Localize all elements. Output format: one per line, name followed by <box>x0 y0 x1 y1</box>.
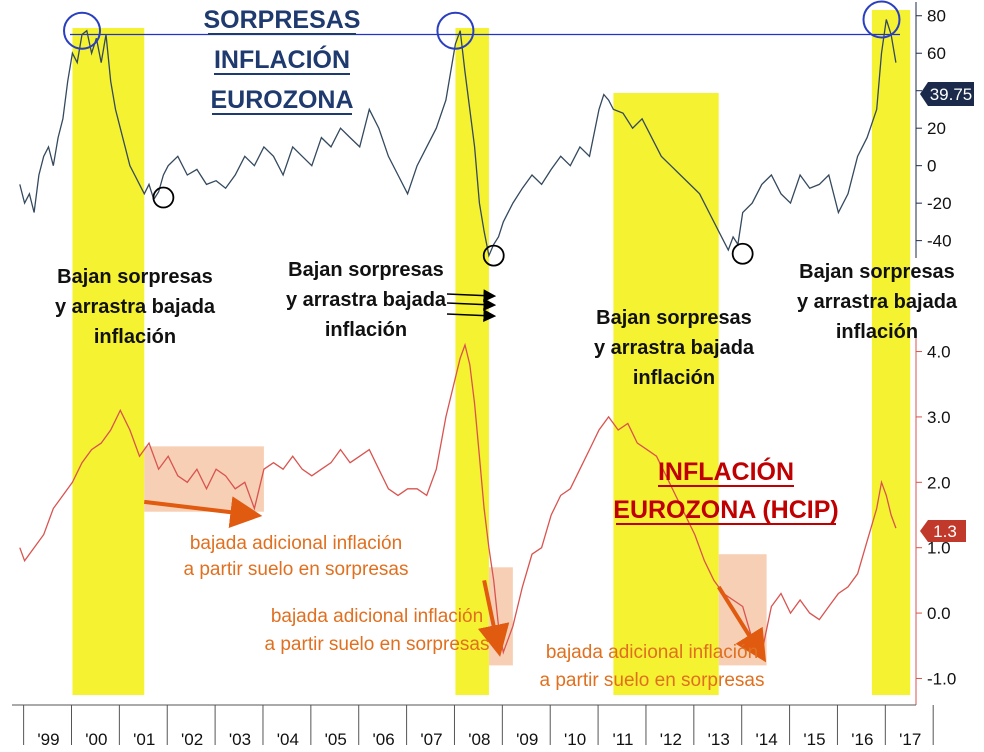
note-2-line-1: Bajan sorpresas <box>288 259 444 281</box>
hicp-y-tick-label: -1.0 <box>927 669 956 688</box>
x-tick-label: '17 <box>899 730 921 749</box>
note-add-1-line-1: bajada adicional inflación <box>190 533 402 554</box>
surprise-last-value-badge: 39.75 <box>920 82 974 106</box>
x-tick-label: '14 <box>756 730 778 749</box>
trough-circle-2 <box>731 242 754 265</box>
orange-arrow-0 <box>144 496 263 529</box>
black-arrow-2 <box>446 309 497 322</box>
x-tick-label: '05 <box>325 730 347 749</box>
trough-circle-0 <box>152 186 175 209</box>
shaded-period-3 <box>871 10 911 695</box>
note-1-line-2: y arrastra bajada <box>55 296 216 318</box>
x-tick-label: '07 <box>420 730 442 749</box>
x-tick-label: '00 <box>85 730 107 749</box>
note-additional-1: bajada adicional inflación a partir suel… <box>184 533 409 580</box>
hicp-y-tick-label: 1.0 <box>927 539 951 558</box>
note-1-line-1: Bajan sorpresas <box>57 266 213 288</box>
note-add-3-line-1: bajada adicional inflación <box>546 642 758 663</box>
x-tick-label: '16 <box>851 730 873 749</box>
surprise-y-tick-label: 0 <box>927 157 936 176</box>
shaded-period-2 <box>613 93 719 695</box>
note-add-2-line-1: bajada adicional inflación <box>271 606 483 627</box>
surprise-y-tick-label: 60 <box>927 44 946 63</box>
shaded-periods <box>72 10 911 695</box>
hicp-y-tick-label: 0.0 <box>927 604 951 623</box>
surprise-y-tick-label: 80 <box>927 7 946 26</box>
hicp-title: INFLACIÓN EUROZONA (HCIP) <box>613 456 839 525</box>
surprise-title-line-1: SORPRESAS <box>204 6 361 34</box>
orange-arrow-1 <box>477 579 510 657</box>
hicp-y-tick-label: 4.0 <box>927 343 951 362</box>
surprise-badge-shape <box>920 82 974 106</box>
note-falling-2: Bajan sorpresas y arrastra bajada inflac… <box>286 259 447 341</box>
surprise-series <box>19 19 897 258</box>
hicp-y-tick-label: 2.0 <box>927 473 951 492</box>
note-additional-2: bajada adicional inflación a partir suel… <box>265 606 490 655</box>
note-1-line-3: inflación <box>94 326 176 348</box>
surprise-title-line-2: INFLACIÓN <box>214 44 350 74</box>
highlight-box-0 <box>144 446 264 512</box>
note-falling-1: Bajan sorpresas y arrastra bajada inflac… <box>55 266 216 348</box>
note-4-line-2: y arrastra bajada <box>797 291 958 313</box>
note-additional-3: bajada adicional inflación a partir suel… <box>540 642 765 691</box>
note-add-1-line-2: a partir suelo en sorpresas <box>184 559 409 580</box>
x-tick-label: '01 <box>133 730 155 749</box>
x-tick-label: '06 <box>373 730 395 749</box>
peak-circle-2 <box>862 0 901 39</box>
note-add-3-line-2: a partir suelo en sorpresas <box>540 670 765 691</box>
arrows <box>144 289 767 663</box>
surprise-title: SORPRESAS INFLACIÓN EUROZONA <box>204 6 361 115</box>
peak-circle-1 <box>436 11 475 50</box>
note-falling-3: Bajan sorpresas y arrastra bajada inflac… <box>594 307 755 389</box>
peak-circle-0 <box>63 11 102 50</box>
x-tick-label: '02 <box>181 730 203 749</box>
x-tick-label: '12 <box>660 730 682 749</box>
note-add-2-line-2: a partir suelo en sorpresas <box>265 634 490 655</box>
hicp-y-tick-label: 3.0 <box>927 408 951 427</box>
black-arrow-1 <box>446 298 497 311</box>
hicp-title-line-1: INFLACIÓN <box>658 456 794 486</box>
surprise-last-value: 39.75 <box>930 85 973 104</box>
x-tick-label: '99 <box>37 730 59 749</box>
x-tick-label: '15 <box>803 730 825 749</box>
surprise-y-tick-label: -40 <box>927 232 952 251</box>
x-tick-label: '04 <box>277 730 299 749</box>
black-arrow-0 <box>446 289 497 302</box>
surprise-title-line-3: EUROZONA <box>210 86 353 114</box>
hicp-badge-shape <box>920 520 966 542</box>
eurozone_inflation_surprise_index-line <box>19 19 897 258</box>
note-2-line-2: y arrastra bajada <box>286 289 447 311</box>
x-tick-label: '08 <box>468 730 490 749</box>
hicp-last-value: 1.3 <box>933 522 957 541</box>
surprise-y-tick-label: 20 <box>927 119 946 138</box>
note-3-line-1: Bajan sorpresas <box>596 307 752 329</box>
hicp-title-line-2: EUROZONA (HCIP) <box>613 496 838 524</box>
note-4-line-1: Bajan sorpresas <box>799 261 955 283</box>
shaded-period-0 <box>72 28 145 695</box>
orange-arrow-2 <box>717 585 767 663</box>
trough-circle-1 <box>482 244 505 267</box>
surprise-y-tick-label: -20 <box>927 194 952 213</box>
note-3-line-3: inflación <box>633 367 715 389</box>
x-tick-label: '10 <box>564 730 586 749</box>
x-tick-label: '13 <box>708 730 730 749</box>
note-3-line-2: y arrastra bajada <box>594 337 755 359</box>
x-tick-label: '09 <box>516 730 538 749</box>
x-tick-label: '03 <box>229 730 251 749</box>
marker-circles <box>63 0 901 267</box>
note-falling-4: Bajan sorpresas y arrastra bajada inflac… <box>797 261 958 343</box>
hicp-last-value-badge: 1.3 <box>920 520 966 542</box>
note-4-line-3: inflación <box>836 321 918 343</box>
x-tick-label: '11 <box>613 730 634 749</box>
note-2-line-3: inflación <box>325 319 407 341</box>
